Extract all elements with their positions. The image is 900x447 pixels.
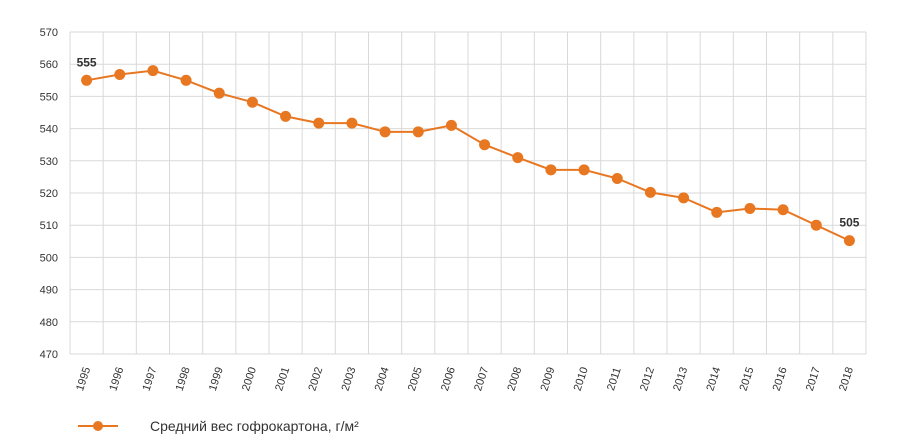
x-axis-ticks: 1995 1996 1997 1998 1999 2000 2001 2002 2003 2004… <box>74 366 856 393</box>
data-point <box>114 69 126 81</box>
data-point <box>479 139 491 151</box>
data-point <box>379 126 391 138</box>
y-tick-label: 550 <box>40 91 58 103</box>
x-tick-label: 2006 <box>439 366 458 393</box>
data-point <box>280 110 292 122</box>
legend-label: Средний вес гофрокартона, г/м² <box>150 418 359 434</box>
x-tick-label: 1999 <box>207 366 226 393</box>
x-tick-label: 2010 <box>572 366 591 393</box>
x-tick-label: 2003 <box>340 366 359 393</box>
data-point <box>578 164 590 176</box>
data-point <box>744 202 756 214</box>
x-tick-label: 2012 <box>638 366 657 393</box>
data-point <box>512 152 524 164</box>
data-point <box>412 126 424 138</box>
y-tick-label: 520 <box>40 188 58 200</box>
data-label: 555 <box>77 55 97 69</box>
x-tick-label: 2007 <box>472 366 491 393</box>
x-tick-label: 2013 <box>671 366 690 393</box>
y-axis-ticks: 470 480 490 500 510 520 530 540 550 560 570 <box>40 27 58 361</box>
data-point <box>246 96 258 108</box>
data-point <box>810 219 822 231</box>
x-tick-label: 2002 <box>306 366 325 393</box>
data-point <box>545 164 557 176</box>
x-tick-label: 2017 <box>804 366 823 393</box>
legend-marker-icon <box>78 415 118 437</box>
y-tick-label: 490 <box>40 285 58 297</box>
legend: Средний вес гофрокартона, г/м² <box>78 415 359 437</box>
series-layer <box>81 65 855 247</box>
data-point <box>644 186 656 198</box>
y-tick-label: 570 <box>40 27 58 39</box>
x-tick-label: 2014 <box>704 366 723 393</box>
x-tick-label: 2016 <box>771 366 790 393</box>
data-point <box>313 117 325 129</box>
data-point <box>777 204 789 216</box>
data-point <box>678 192 690 204</box>
x-tick-label: 2018 <box>837 366 856 393</box>
y-tick-label: 480 <box>40 317 58 329</box>
data-point <box>843 235 855 247</box>
data-point <box>445 119 457 131</box>
data-point <box>81 74 93 86</box>
series-line <box>86 69 850 242</box>
data-point <box>180 74 192 86</box>
y-tick-label: 470 <box>40 349 58 361</box>
x-tick-label: 1996 <box>107 366 126 393</box>
y-tick-label: 540 <box>40 124 58 136</box>
x-tick-label: 1998 <box>174 366 193 393</box>
grid <box>69 31 867 355</box>
data-point <box>711 206 723 218</box>
x-tick-label: 2001 <box>273 366 292 393</box>
data-point <box>213 87 225 99</box>
data-labels: 555 505 <box>77 55 860 229</box>
data-point <box>611 173 623 185</box>
y-tick-label: 560 <box>40 59 58 71</box>
x-tick-label: 2009 <box>539 366 558 393</box>
x-tick-label: 2015 <box>738 366 757 393</box>
y-tick-label: 510 <box>40 220 58 232</box>
data-label: 505 <box>839 216 859 230</box>
y-tick-label: 530 <box>40 156 58 168</box>
x-tick-label: 2000 <box>240 366 259 393</box>
data-point <box>346 117 358 129</box>
x-tick-label: 1997 <box>141 366 160 393</box>
y-tick-label: 500 <box>40 252 58 264</box>
x-tick-label: 2004 <box>373 366 392 393</box>
x-tick-label: 2011 <box>605 366 624 392</box>
x-tick-label: 2005 <box>406 366 425 393</box>
x-tick-label: 2008 <box>505 366 524 393</box>
data-point <box>147 65 159 77</box>
x-tick-label: 1995 <box>74 366 93 393</box>
legend-dot <box>93 421 103 431</box>
